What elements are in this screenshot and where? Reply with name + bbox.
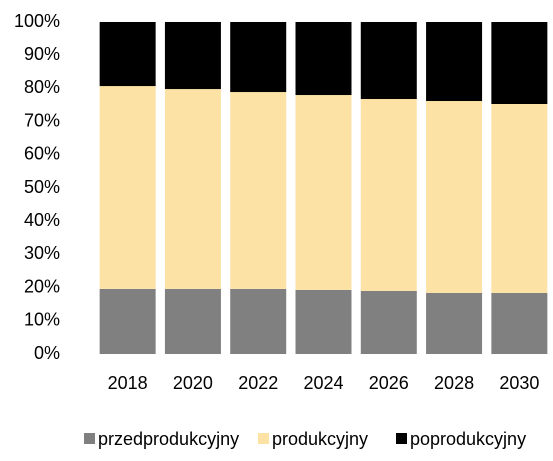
bar-segment — [230, 92, 287, 289]
bar-segment — [360, 290, 417, 354]
bar-segment — [99, 22, 156, 87]
bar-segment — [164, 22, 221, 90]
legend-swatch — [84, 433, 95, 444]
bar-segment — [99, 288, 156, 354]
y-tick-label: 100% — [14, 11, 60, 31]
y-tick-label: 50% — [24, 177, 60, 197]
legend-label: produkcyjny — [272, 429, 368, 449]
bar-segment — [491, 292, 548, 354]
y-tick-label: 20% — [24, 276, 60, 296]
bar-segment — [426, 22, 483, 102]
x-tick-label: 2018 — [108, 373, 148, 393]
bar-segment — [426, 101, 483, 293]
bar-segment — [491, 22, 548, 105]
legend-label: poprodukcyjny — [410, 429, 526, 449]
y-tick-label: 70% — [24, 110, 60, 130]
legend-swatch — [258, 433, 269, 444]
x-tick-label: 2024 — [303, 373, 343, 393]
bar-segment — [164, 89, 221, 289]
y-tick-label: 30% — [24, 243, 60, 263]
bar-segment — [230, 288, 287, 354]
x-tick-label: 2030 — [499, 373, 539, 393]
x-tick-label: 2022 — [238, 373, 278, 393]
bar-segment — [426, 292, 483, 354]
bar-segment — [164, 288, 221, 354]
bar-segment — [295, 289, 352, 354]
x-tick-label: 2020 — [173, 373, 213, 393]
bar-segment — [295, 95, 352, 290]
bar-segment — [230, 22, 287, 93]
legend-label: przedprodukcyjny — [98, 429, 239, 449]
bar-segment — [295, 22, 352, 96]
bar-segment — [360, 22, 417, 100]
x-tick-label: 2026 — [369, 373, 409, 393]
y-tick-label: 60% — [24, 144, 60, 164]
y-tick-label: 90% — [24, 44, 60, 64]
bar-segment — [360, 99, 417, 291]
legend-swatch — [396, 433, 407, 444]
bar-segment — [491, 104, 548, 293]
y-tick-label: 10% — [24, 310, 60, 330]
bar-segment — [99, 86, 156, 289]
y-tick-label: 0% — [34, 343, 60, 363]
x-tick-label: 2028 — [434, 373, 474, 393]
y-tick-label: 80% — [24, 77, 60, 97]
y-tick-label: 40% — [24, 210, 60, 230]
